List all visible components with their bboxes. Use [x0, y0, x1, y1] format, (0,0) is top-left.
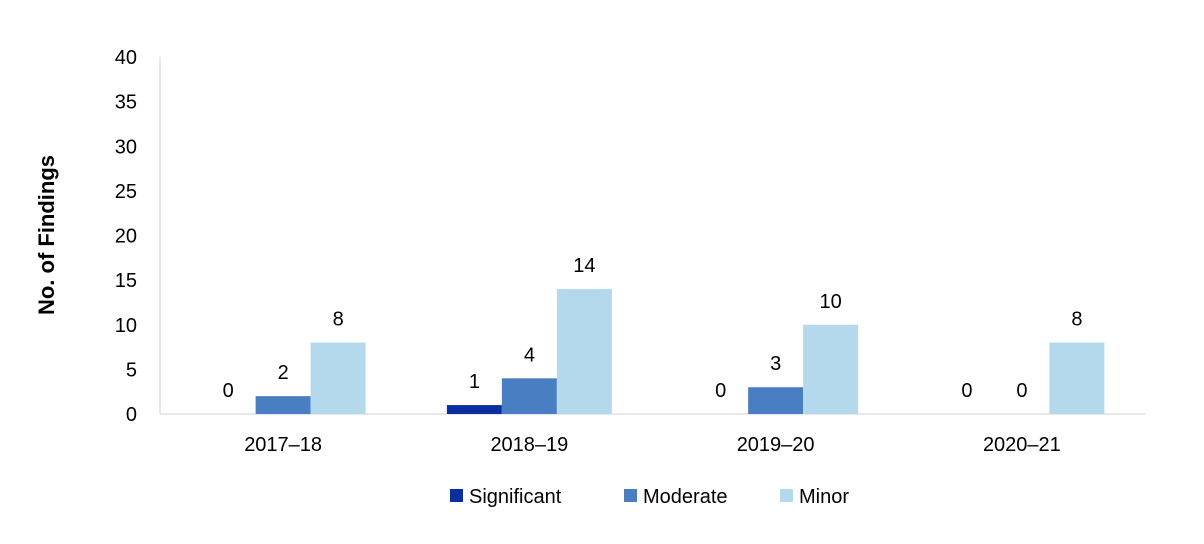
bar-moderate: [501, 378, 557, 414]
bar-minor: [1049, 342, 1105, 414]
data-label: 4: [524, 344, 535, 366]
x-tick-label: 2018–19: [490, 434, 568, 456]
x-tick-label: 2019–20: [737, 434, 815, 456]
legend-swatch-minor: [780, 489, 793, 502]
data-label: 1: [469, 371, 480, 393]
y-tick-label: 15: [115, 270, 137, 292]
y-tick-label: 5: [126, 359, 137, 381]
y-tick-label: 40: [115, 47, 137, 69]
bars: [255, 289, 1105, 414]
y-tick-label: 10: [115, 315, 137, 337]
x-tick-label: 2017–18: [244, 434, 322, 456]
data-label: 0: [223, 380, 234, 402]
x-tick-label: 2020–21: [983, 434, 1061, 456]
bar-moderate: [748, 387, 804, 414]
y-axis-title: No. of Findings: [34, 155, 59, 315]
legend-swatch-moderate: [624, 489, 637, 502]
legend: Significant Moderate Minor: [450, 486, 849, 508]
legend-label: Moderate: [643, 486, 728, 508]
data-label: 8: [333, 309, 344, 331]
y-tick-label: 30: [115, 136, 137, 158]
y-tick-label: 25: [115, 181, 137, 203]
y-tick-label: 35: [115, 92, 137, 114]
bar-moderate: [255, 396, 311, 414]
data-label: 10: [820, 291, 842, 313]
data-label: 3: [770, 353, 781, 375]
legend-label: Significant: [469, 486, 562, 508]
bar-minor: [310, 342, 366, 414]
data-label: 14: [573, 255, 595, 277]
data-label: 0: [961, 380, 972, 402]
y-tick-label: 0: [126, 404, 137, 426]
legend-swatch-significant: [450, 489, 463, 502]
legend-label: Minor: [799, 486, 849, 508]
data-label: 8: [1071, 309, 1082, 331]
bar-minor: [803, 324, 859, 414]
bar-minor: [556, 289, 612, 414]
data-label: 2: [278, 362, 289, 384]
data-label: 0: [1016, 380, 1027, 402]
y-tick-label: 20: [115, 226, 137, 248]
data-label: 0: [715, 380, 726, 402]
bar-significant: [446, 405, 502, 414]
